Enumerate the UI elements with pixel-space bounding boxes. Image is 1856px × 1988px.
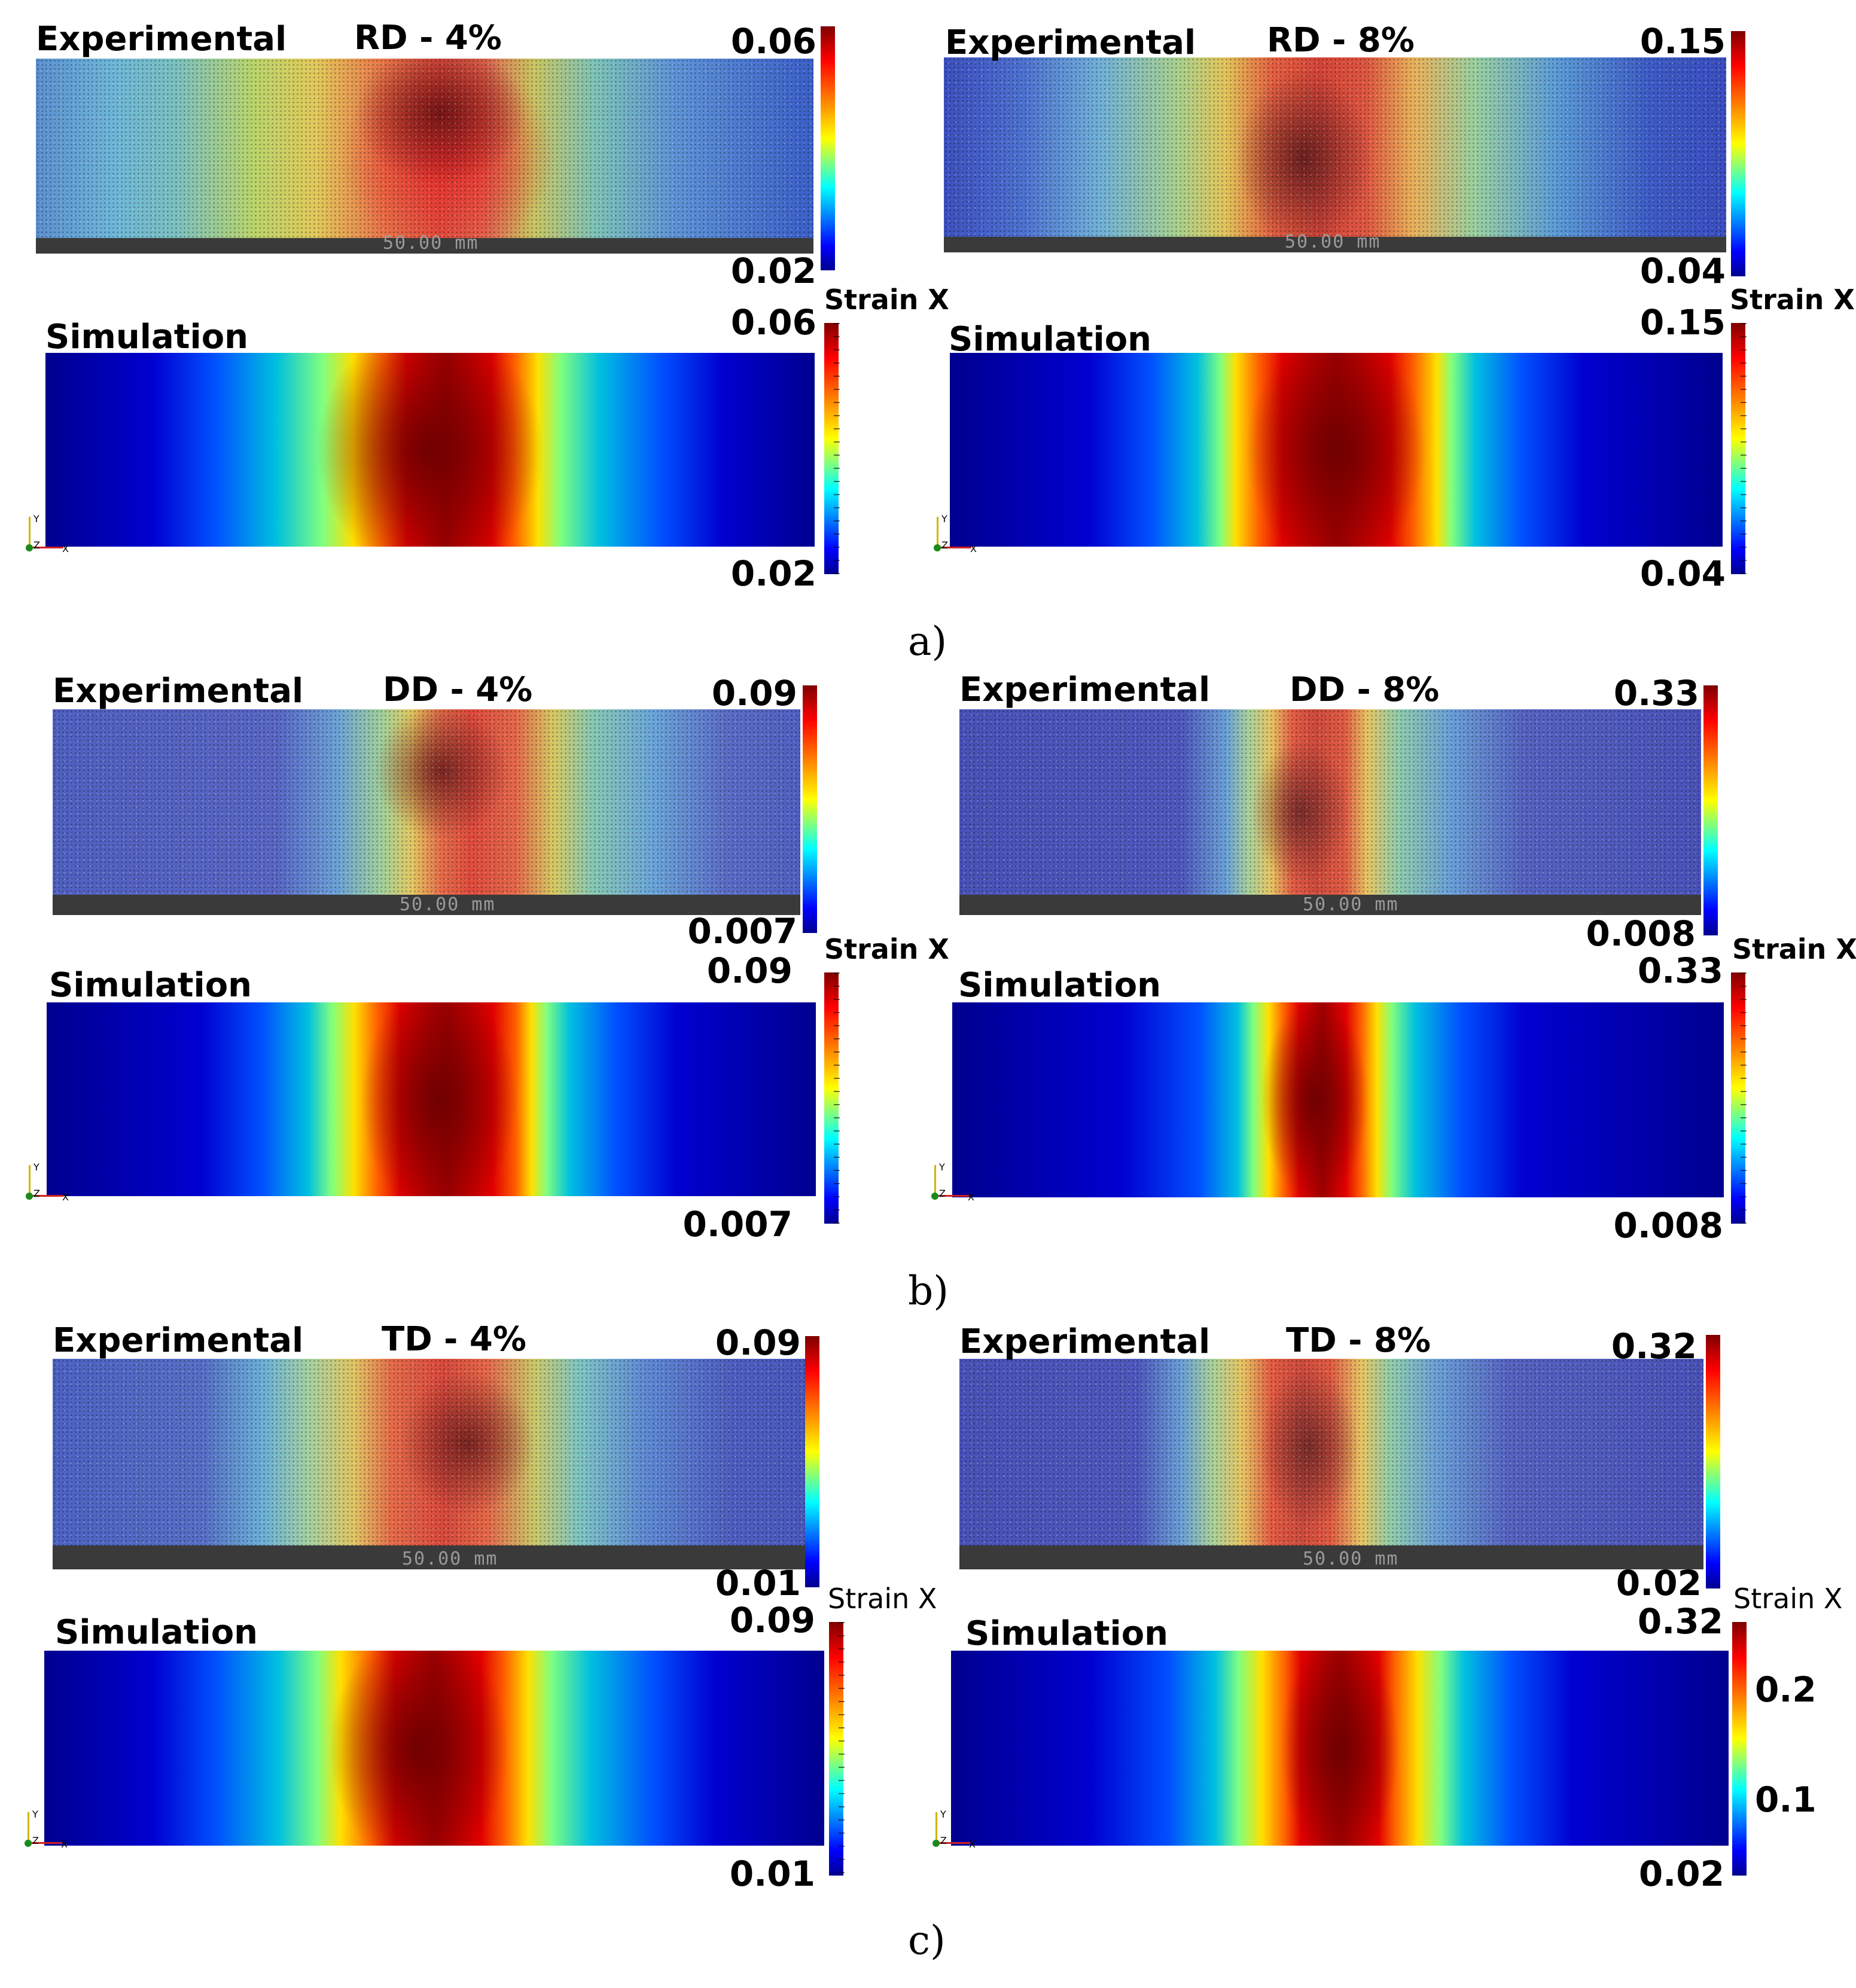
caption-b: b): [908, 1268, 949, 1314]
experimental-label: Experimental: [959, 1322, 1211, 1361]
simulation-strain-map: [44, 1651, 824, 1846]
colorbar-max: 0.09: [715, 1322, 801, 1363]
dic-strain-map: 50.00 mm: [944, 57, 1726, 252]
colorbar: [1731, 31, 1745, 276]
experimental-label: Experimental: [945, 23, 1196, 62]
colorbar-max: 0.32: [1637, 1601, 1723, 1642]
colorbar-min: 0.008: [1586, 913, 1696, 954]
colorbar: [1703, 685, 1718, 935]
colorbar-min: 0.02: [730, 553, 816, 594]
experimental-label: Experimental: [53, 672, 304, 711]
scale-bar: [53, 1545, 806, 1569]
dic-strain-map: 50.00 mm: [959, 1359, 1703, 1569]
simulation-label: Simulation: [55, 1613, 258, 1652]
colorbar-min: 0.008: [1613, 1205, 1723, 1246]
colorbar-max: 0.33: [1613, 673, 1699, 714]
scale-bar: [53, 895, 800, 915]
colorbar-min: 0.01: [715, 1563, 801, 1603]
colorbar: [821, 26, 835, 270]
colorbar-tick-label: 0.2: [1755, 1669, 1817, 1710]
colorbar-max: 0.15: [1639, 21, 1726, 62]
scale-bar-label: 50.00 mm: [383, 233, 479, 254]
colorbar: [829, 1622, 845, 1876]
scale-bar: [959, 895, 1701, 915]
colorbar: [824, 972, 840, 1224]
colorbar-min: 0.01: [729, 1853, 815, 1894]
case-title: TD - 8%: [1286, 1321, 1431, 1360]
scale-bar-label: 50.00 mm: [1285, 231, 1381, 252]
strain-x-label: Strain X: [824, 283, 949, 316]
colorbar-max: 0.33: [1637, 950, 1723, 991]
scale-bar-label: 50.00 mm: [1303, 894, 1399, 915]
simulation-label: Simulation: [958, 966, 1162, 1005]
colorbar-max: 0.15: [1639, 302, 1726, 343]
scale-bar-label: 50.00 mm: [400, 894, 496, 915]
experimental-label: Experimental: [959, 670, 1211, 709]
simulation-label: Simulation: [45, 318, 249, 356]
simulation-strain-map: [47, 1002, 816, 1196]
experimental-label: Experimental: [53, 1321, 304, 1360]
colorbar: [1731, 323, 1747, 574]
colorbar: [803, 685, 817, 933]
case-title: DD - 4%: [383, 670, 533, 709]
simulation-strain-map: [950, 353, 1723, 547]
dic-strain-map: 50.00 mm: [53, 1359, 806, 1569]
colorbar-max: 0.09: [711, 673, 797, 714]
dic-strain-map: 50.00 mm: [53, 709, 800, 915]
simulation-strain-map: [952, 1002, 1724, 1197]
simulation-label: Simulation: [49, 966, 252, 1005]
experimental-label: Experimental: [36, 20, 287, 59]
colorbar-max: 0.09: [729, 1600, 815, 1641]
colorbar-max: 0.06: [730, 302, 816, 343]
scale-bar: [959, 1545, 1703, 1569]
strain-x-label: Strain X: [1730, 283, 1855, 316]
case-title: TD - 4%: [382, 1320, 526, 1359]
scale-bar: [944, 237, 1726, 252]
simulation-label: Simulation: [949, 320, 1152, 359]
colorbar-min: 0.02: [1638, 1853, 1724, 1894]
colorbar: [1706, 1335, 1720, 1588]
scale-bar-label: 50.00 mm: [1303, 1548, 1399, 1569]
colorbar-max: 0.09: [706, 950, 793, 991]
strain-x-label: Strain X: [1733, 1583, 1843, 1615]
case-title: RD - 8%: [1267, 21, 1415, 60]
strain-x-label: Strain X: [824, 933, 949, 965]
simulation-strain-map: [951, 1651, 1729, 1846]
colorbar-max: 0.32: [1611, 1326, 1697, 1367]
simulation-strain-map: [45, 353, 815, 547]
dic-strain-map: 50.00 mm: [36, 59, 813, 254]
colorbar-min: 0.02: [730, 251, 816, 291]
colorbar-min: 0.007: [687, 911, 797, 952]
colorbar: [1731, 972, 1747, 1224]
colorbar: [824, 323, 840, 574]
scale-bar: [36, 238, 813, 254]
case-title: DD - 8%: [1290, 670, 1440, 709]
colorbar-max: 0.06: [730, 21, 816, 62]
colorbar-min: 0.04: [1639, 553, 1726, 594]
strain-x-label: Strain X: [828, 1583, 937, 1615]
colorbar: [1732, 1622, 1747, 1876]
colorbar-min: 0.04: [1639, 251, 1726, 291]
dic-strain-map: 50.00 mm: [959, 709, 1701, 915]
colorbar-min: 0.007: [682, 1204, 793, 1245]
colorbar: [805, 1336, 819, 1587]
caption-a: a): [908, 618, 947, 664]
case-title: RD - 4%: [354, 19, 502, 57]
colorbar-min: 0.02: [1616, 1563, 1702, 1603]
simulation-label: Simulation: [965, 1614, 1169, 1653]
colorbar-tick-label: 0.1: [1755, 1779, 1817, 1820]
strain-x-label: Strain X: [1732, 933, 1856, 965]
caption-c: c): [908, 1917, 946, 1963]
scale-bar-label: 50.00 mm: [402, 1548, 498, 1569]
